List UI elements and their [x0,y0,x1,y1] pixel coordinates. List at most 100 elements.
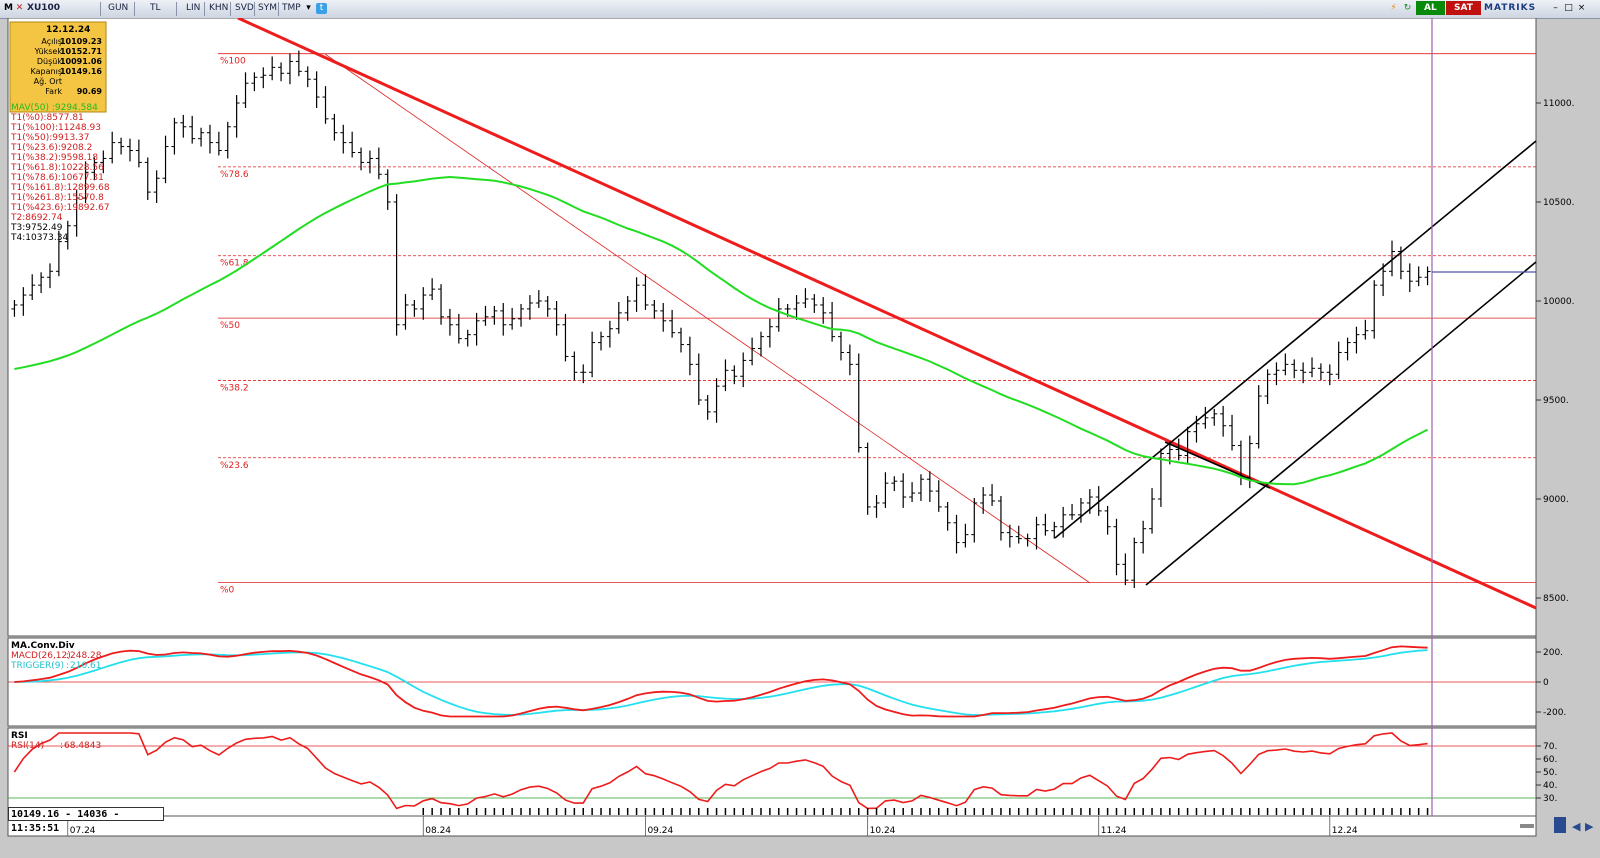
price-bar [837,331,844,361]
scrollbar-handle[interactable] [1520,824,1534,828]
lightning-icon[interactable]: ⚡ [1390,3,1397,13]
price-bar [446,308,453,336]
minimize-icon[interactable]: – [1553,3,1558,13]
price-bars [11,50,1431,589]
price-bar [162,135,169,184]
price-bar [864,442,871,515]
date-axis-label: 09.24 [647,826,673,836]
info-value-diff: 90.69 [77,87,103,96]
navigation-controls[interactable]: ◀ ▶ [1520,817,1594,833]
scroll-mode-icon[interactable] [1554,817,1566,833]
toolbar-button-khn[interactable]: KHN [209,3,229,13]
price-bar [198,127,205,147]
price-bar [295,50,302,77]
price-bar [304,66,311,88]
trigger-line [14,649,1428,716]
downtrend-line[interactable] [237,16,1537,610]
price-bar [1006,524,1013,548]
m-logo-icon[interactable]: M [4,3,13,13]
price-bar [215,131,222,156]
time-axis [7,815,1537,837]
rsi-axis-tick: 60. [1543,755,1557,765]
close-window-icon[interactable]: × [1577,3,1586,13]
restore-icon[interactable]: □ [1564,3,1573,13]
price-bar [1149,488,1156,534]
al-button[interactable]: AL [1416,1,1445,15]
price-bar [118,137,125,155]
scroll-right-icon[interactable]: ▶ [1585,820,1594,833]
rsi-axis-tick: 40. [1543,781,1557,791]
price-bar [633,277,640,312]
price-axis: 11000. 10500. 10000. 9500. 9000. 8500. [1536,99,1575,604]
rsi-legend: RSI RSI(14) : 68.4843 [11,731,101,751]
price-bar [1033,516,1040,550]
price-bar [651,300,658,319]
fib-label: %50 [220,321,240,331]
fib-anchor-line[interactable] [324,53,1091,584]
twitter-icon[interactable]: t [316,3,327,14]
info-date: 12.12.24 [46,25,90,35]
price-bar [1077,498,1084,523]
macd-lines: 200. 0 -200. [8,645,1566,718]
svg-text::: : [66,651,69,661]
price-bar [749,337,756,366]
price-bar [233,95,240,138]
fib-label: %78.6 [220,170,249,180]
price-bar [535,290,542,308]
price-bar [589,331,596,378]
toolbar-button-tl[interactable]: TL [150,3,161,13]
price-bar [642,274,649,310]
price-bar [882,472,889,508]
rsi-lines: 70. 60. 50. 40. 30. [8,732,1557,810]
channel-lower-line[interactable] [1145,261,1537,586]
rsi-series-value: 68.4843 [64,741,101,751]
price-bar [455,313,462,344]
price-bar [1424,266,1431,286]
legend-line-12: T4:10373.34 [10,233,68,243]
price-bar [917,474,924,501]
channel-upper-line[interactable] [1054,140,1537,539]
info-label-diff: Fark [45,87,62,96]
price-bar [571,351,578,381]
info-value-open: 10109.23 [60,37,102,46]
toolbar-button-gun[interactable]: GUN [108,3,129,13]
price-bar [1131,537,1138,589]
price-bar [189,115,196,144]
dropdown-arrow-icon[interactable]: ▾ [306,3,311,13]
price-bar [135,139,142,168]
rsi-panel [7,727,1537,817]
status-readout: 10149.16 - 14036 - 11:35:51 [8,807,164,834]
price-bar [1309,357,1316,378]
price-bar [820,297,827,324]
toolbar-button-sym[interactable]: SYM [258,3,277,13]
price-bar [91,157,98,181]
toolbar-button-tmp[interactable]: TMP [282,3,301,13]
toolbar-button-svd[interactable]: SVD [235,3,254,13]
macd-axis-tick: 200. [1543,648,1563,658]
toolbar-button-lin[interactable]: LIN [186,3,201,13]
trendlines [237,16,1537,610]
scroll-left-icon[interactable]: ◀ [1572,820,1581,833]
price-bar [580,364,587,384]
legend-mav: MAV(50) :9294.584 [11,103,98,113]
price-bar [1344,337,1351,361]
symbol-label[interactable]: XU100 [27,3,61,13]
mav-line [14,175,1429,486]
price-bar [695,353,702,405]
price-bar [82,161,89,203]
price-bar [429,278,436,301]
legend-line-8: T1(%261.8):15570.8 [10,193,104,203]
legend-line-1: T1(%100):11248.93 [10,123,101,133]
price-bar [873,495,880,518]
fib-label: %38.2 [220,384,249,394]
price-bar [153,170,160,203]
refresh-icon[interactable]: ↻ [1403,3,1412,13]
price-bar [980,487,987,514]
price-bar [491,305,498,325]
sat-button[interactable]: SAT [1446,1,1481,15]
rsi-axis-tick: 70. [1543,742,1557,752]
price-bar [64,220,71,250]
price-bar [331,113,338,141]
close-icon[interactable]: ✕ [15,3,24,13]
indicator-legend: MAV(50) :9294.584 T1(%0):8577.81 T1(%100… [10,103,110,243]
